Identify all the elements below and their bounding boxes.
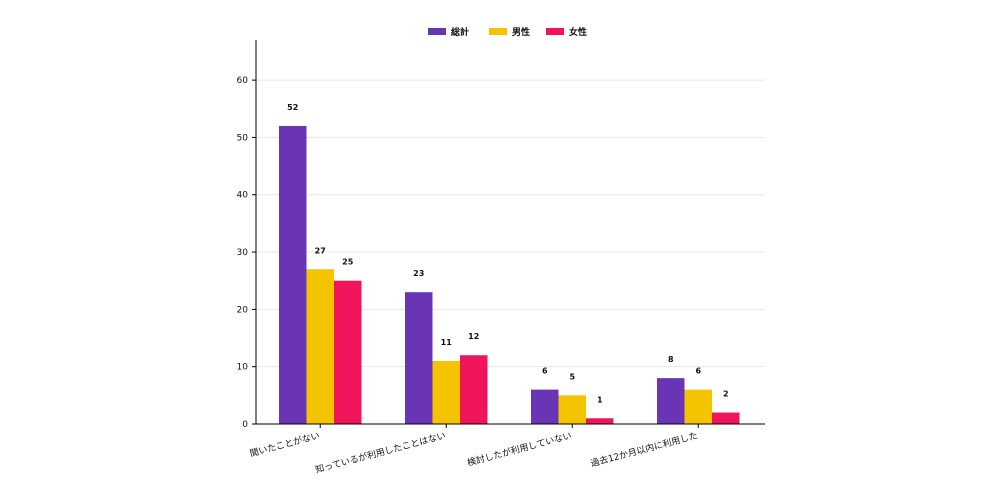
axes xyxy=(255,40,765,428)
bar xyxy=(684,389,712,424)
category-label: 過去12か月以内に利用した xyxy=(589,429,699,469)
bar xyxy=(405,292,433,424)
data-label: 12 xyxy=(468,332,479,341)
data-label: 6 xyxy=(542,367,548,376)
y-tick-label: 0 xyxy=(242,420,248,430)
data-label: 6 xyxy=(695,367,701,376)
bar xyxy=(279,125,307,424)
data-label: 27 xyxy=(315,246,326,255)
legend-swatch xyxy=(489,28,507,35)
bar xyxy=(531,389,559,424)
data-label: 8 xyxy=(668,355,674,364)
y-ticks: 0 10 20 30 40 50 60 xyxy=(237,76,256,430)
category-label: 検討したが利用していない xyxy=(466,429,573,468)
y-tick-label: 10 xyxy=(237,363,249,373)
y-tick-label: 30 xyxy=(237,248,249,258)
category-label: 知っているが利用したことはない xyxy=(314,429,447,475)
bar xyxy=(306,269,334,424)
y-tick-label: 60 xyxy=(237,76,249,86)
data-label: 23 xyxy=(413,269,424,278)
legend-label: 女性 xyxy=(569,26,587,38)
legend-swatch xyxy=(428,28,446,35)
data-label: 1 xyxy=(597,395,603,404)
bar xyxy=(558,395,586,424)
data-label: 52 xyxy=(287,103,298,112)
y-tick-label: 20 xyxy=(237,305,249,315)
legend: 総計 男性 女性 xyxy=(428,26,587,38)
y-tick-label: 50 xyxy=(237,133,249,143)
legend-label: 男性 xyxy=(512,26,530,38)
y-tick-label: 40 xyxy=(237,191,249,201)
data-label: 2 xyxy=(723,390,729,399)
category-label: 聞いたことがない xyxy=(248,429,321,459)
legend-swatch xyxy=(546,28,564,35)
bar xyxy=(460,355,488,424)
data-label: 11 xyxy=(441,338,453,347)
legend-label: 総計 xyxy=(451,26,469,38)
bars: 52 27 25 23 11 12 6 5 1 8 6 2 xyxy=(279,103,740,424)
data-label: 25 xyxy=(342,258,354,267)
bar xyxy=(586,418,614,424)
bar xyxy=(334,280,362,424)
bar xyxy=(432,360,460,424)
data-label: 5 xyxy=(569,372,575,381)
bar xyxy=(712,412,740,424)
bar xyxy=(657,378,685,424)
